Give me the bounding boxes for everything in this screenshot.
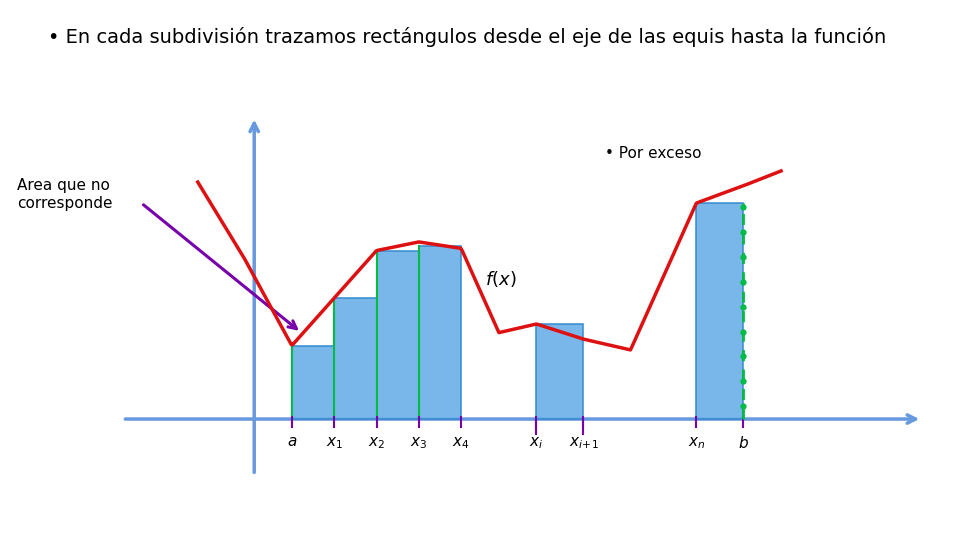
Text: $x_n$: $x_n$ [687,435,705,451]
Text: $x_{i\!+\!1}$: $x_{i\!+\!1}$ [568,435,598,451]
Text: Area que no
corresponde: Area que no corresponde [17,178,112,211]
Bar [537,324,584,419]
Text: $a$: $a$ [287,435,297,449]
Text: $x_i$: $x_i$ [529,435,543,451]
Text: • Por exceso: • Por exceso [605,146,702,161]
Bar [696,203,743,419]
Text: $f(x)$: $f(x)$ [485,269,516,289]
Bar [419,246,461,419]
Text: • En cada subdivisión trazamos rectángulos desde el eje de las equis hasta la fu: • En cada subdivisión trazamos rectángul… [48,27,886,47]
Bar [292,346,334,419]
Text: $x_1$: $x_1$ [325,435,343,451]
Bar [334,298,376,419]
Text: $b$: $b$ [738,435,749,451]
Text: $x_2$: $x_2$ [368,435,385,451]
Bar [376,251,419,419]
Text: $x_3$: $x_3$ [410,435,427,451]
Text: $x_4$: $x_4$ [452,435,470,451]
